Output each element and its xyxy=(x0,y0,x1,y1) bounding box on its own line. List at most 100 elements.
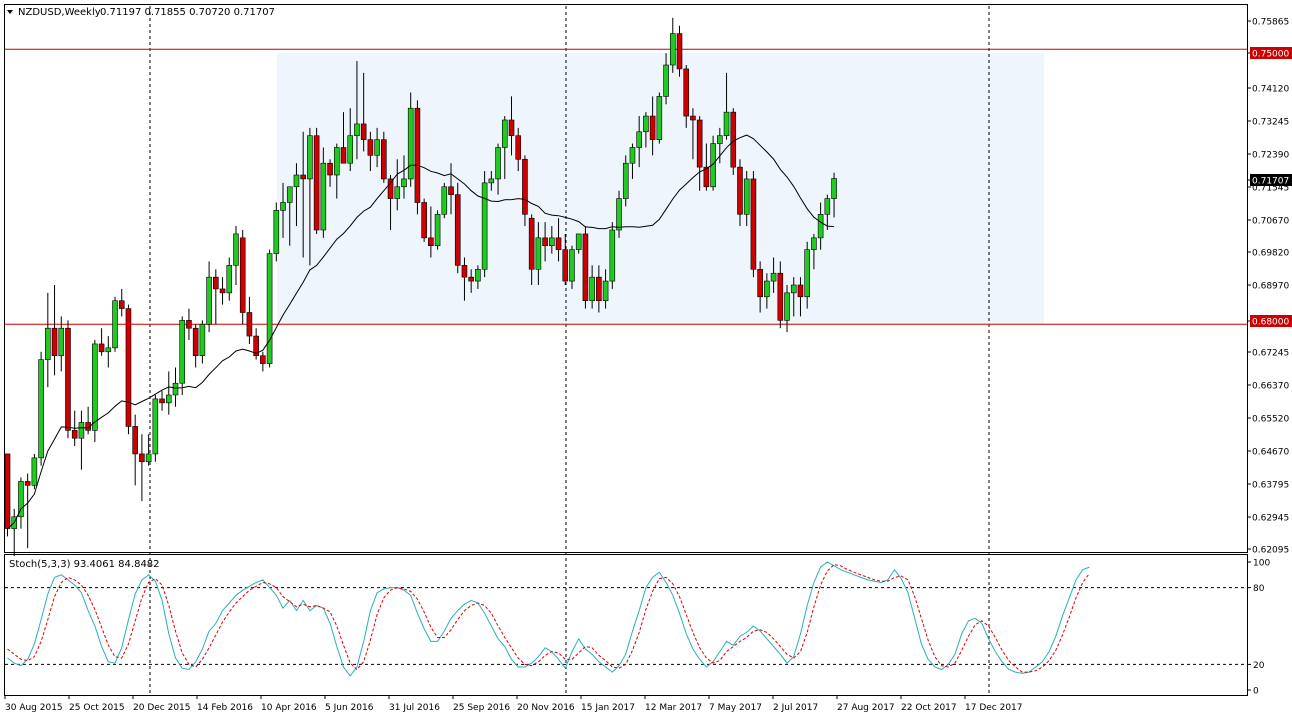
y-tick-label: 0.68000 xyxy=(1252,318,1289,328)
stoch-signal-line xyxy=(7,564,1090,673)
candle xyxy=(750,171,757,278)
moving-average-line xyxy=(7,134,835,529)
candle-body xyxy=(333,147,340,176)
candle xyxy=(777,261,784,329)
candle xyxy=(367,131,374,172)
candle-body xyxy=(24,481,31,486)
candle xyxy=(192,324,199,368)
candle xyxy=(65,320,71,439)
moving-average-layer xyxy=(7,134,835,529)
candle xyxy=(454,182,461,274)
candle xyxy=(764,273,770,309)
candle xyxy=(98,328,105,356)
candle-body xyxy=(394,186,401,199)
candle xyxy=(542,222,548,262)
x-tick-label: 12 Mar 2017 xyxy=(645,703,702,713)
time-axis: 30 Aug 2015 25 Oct 2015 20 Dec 2015 14 Feb … xyxy=(4,695,1023,713)
x-tick-label: 31 Jul 2016 xyxy=(389,703,440,713)
candle-body xyxy=(717,135,723,144)
candle-body xyxy=(300,174,306,180)
y-tick-label: 0.63795 xyxy=(1252,481,1289,491)
candle-body xyxy=(98,343,105,353)
candle-body xyxy=(71,430,78,439)
candle xyxy=(381,131,387,183)
candle-body xyxy=(401,178,407,188)
candle xyxy=(649,96,656,156)
stoch-tick-label: 0 xyxy=(1253,687,1259,697)
candle xyxy=(683,65,690,128)
candle xyxy=(199,320,206,364)
candle xyxy=(360,72,367,152)
candle xyxy=(320,147,327,238)
candle-body xyxy=(656,96,663,140)
candle-body xyxy=(266,253,273,364)
candle xyxy=(313,127,320,234)
candle-body xyxy=(454,194,461,266)
candle-body xyxy=(676,33,683,70)
dropdown-triangle-icon[interactable] xyxy=(7,10,13,14)
y-tick-label: 0.64670 xyxy=(1252,448,1289,458)
x-tick-label: 20 Nov 2016 xyxy=(517,703,575,713)
candle-body xyxy=(367,139,374,156)
candle xyxy=(340,112,347,164)
candle xyxy=(179,316,186,395)
stoch-tick-label: 100 xyxy=(1253,559,1270,569)
candle-body xyxy=(784,292,790,321)
candle xyxy=(676,25,683,77)
candle-body xyxy=(152,398,159,455)
x-tick-label: 27 Aug 2017 xyxy=(837,703,895,713)
candle xyxy=(387,175,394,230)
candle-body xyxy=(797,284,804,298)
candle-body xyxy=(696,119,703,168)
candle xyxy=(696,116,703,191)
candle xyxy=(602,269,609,309)
candle-body xyxy=(710,143,716,188)
candle-body xyxy=(582,233,589,302)
candle xyxy=(770,257,777,293)
candle xyxy=(132,414,138,486)
candle-body xyxy=(407,107,414,180)
candle-body xyxy=(495,147,501,180)
candle-body xyxy=(737,166,743,215)
y-tick-label: 0.71545 xyxy=(1252,184,1289,194)
candle-body xyxy=(159,398,165,404)
candle xyxy=(690,108,696,160)
candle xyxy=(105,336,112,368)
price-axis[interactable]: 0.75865 0.75000 0.74120 0.73245 0.72390 0.717… xyxy=(1247,18,1292,556)
candle-body xyxy=(522,158,528,215)
candle-body xyxy=(179,320,186,384)
candle-body xyxy=(18,481,24,518)
candle xyxy=(434,210,441,250)
candle-body xyxy=(555,237,562,250)
candle-body xyxy=(219,288,226,294)
ohlc-label: 0.71197 0.71855 0.70720 0.71707 xyxy=(100,7,275,18)
x-tick-label: 10 Apr 2016 xyxy=(261,703,317,713)
candle xyxy=(45,292,51,388)
candle xyxy=(488,171,495,191)
candle-body xyxy=(280,202,286,211)
candle xyxy=(266,249,273,368)
horizontal-levels[interactable] xyxy=(5,48,1247,325)
candle-body xyxy=(354,123,360,137)
stoch-panel[interactable] xyxy=(4,554,1248,696)
candles xyxy=(4,17,837,557)
candle xyxy=(394,159,401,211)
candle-body xyxy=(629,147,636,164)
candle xyxy=(609,222,616,289)
candle-body xyxy=(683,68,690,117)
candle xyxy=(804,241,810,309)
candle xyxy=(575,233,582,254)
y-tick-label: 0.69820 xyxy=(1252,249,1289,259)
candle xyxy=(219,277,226,305)
candle-body xyxy=(65,327,71,431)
candle xyxy=(831,172,837,218)
candle-body xyxy=(770,272,777,282)
candle-body xyxy=(199,323,206,357)
candle-body xyxy=(831,178,837,199)
stoch-main-line xyxy=(7,561,1090,677)
candle-body xyxy=(421,202,427,239)
candle-body xyxy=(132,426,138,455)
x-tick-label: 20 Dec 2015 xyxy=(133,703,191,713)
current-price-badge xyxy=(1250,174,1292,186)
